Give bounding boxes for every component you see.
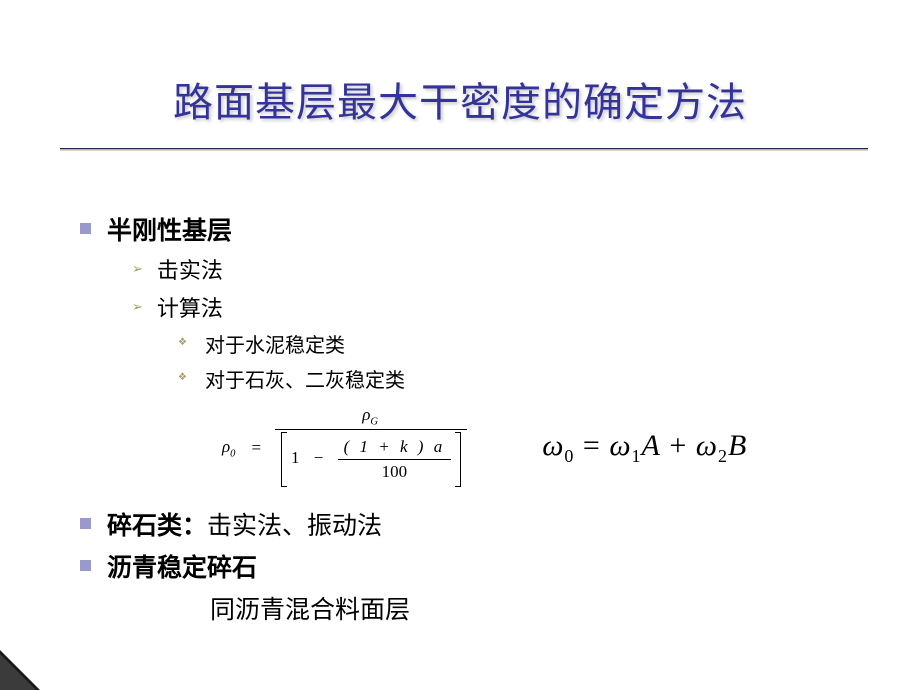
sub2-text: 计算法 bbox=[157, 291, 223, 323]
f2-eq: = bbox=[574, 429, 609, 462]
f1-bracket: 1 − ( 1 + k ) a 100 bbox=[281, 432, 461, 487]
f1-bracket-body: 1 − ( 1 + k ) a 100 bbox=[287, 432, 455, 487]
bracket-right-icon bbox=[455, 432, 461, 487]
f1-num: ρG bbox=[356, 403, 386, 429]
f1-inner-frac: ( 1 + k ) a 100 bbox=[338, 435, 452, 484]
f1-den: 1 − ( 1 + k ) a 100 bbox=[275, 430, 467, 494]
item2-bold: 碎石类： bbox=[107, 513, 207, 540]
f1-rho: ρ bbox=[222, 437, 230, 456]
formula-row: ρ0 = ρG 1 − bbox=[80, 403, 860, 494]
indent-line: 同沥青混合料面层 bbox=[80, 590, 860, 626]
f1-inner-den: 100 bbox=[376, 460, 414, 484]
item2-wrap: 碎石类：击实法、振动法 bbox=[107, 506, 382, 542]
sub-item-1: ➢ 击实法 bbox=[80, 253, 860, 285]
title-underline bbox=[60, 148, 868, 151]
subsub-item-1: ❖ 对于水泥稳定类 bbox=[80, 329, 860, 358]
subsub2-text: 对于石灰、二灰稳定类 bbox=[205, 364, 405, 393]
sub-item-2: ➢ 计算法 bbox=[80, 291, 860, 323]
f2-s1: 1 bbox=[632, 446, 642, 466]
f2-A: A bbox=[642, 429, 661, 462]
f2-s0: 0 bbox=[564, 446, 574, 466]
bullet-item-2: 碎石类：击实法、振动法 bbox=[80, 506, 860, 542]
f1-outer-frac: ρG 1 − ( 1 + k ) a bbox=[275, 403, 467, 494]
bullet-item-1: 半刚性基层 bbox=[80, 211, 860, 247]
formula-2: ω0 = ω1A + ω2B bbox=[542, 429, 747, 467]
f2-w2: ω bbox=[696, 429, 718, 462]
item2-normal: 击实法、振动法 bbox=[207, 513, 382, 540]
arrow-bullet-icon: ➢ bbox=[132, 262, 143, 275]
f2-plus: + bbox=[661, 429, 696, 462]
formula-1: ρ0 = ρG 1 − bbox=[222, 403, 467, 494]
f1-den-1: 1 bbox=[291, 448, 300, 467]
bullet-item-3: 沥青稳定碎石 bbox=[80, 548, 860, 584]
item1-bold: 半刚性基层 bbox=[107, 211, 232, 247]
item3-bold: 沥青稳定碎石 bbox=[107, 548, 257, 584]
square-bullet-icon bbox=[80, 223, 91, 234]
f1-sub0: 0 bbox=[230, 448, 237, 459]
square-bullet-icon bbox=[80, 518, 91, 529]
slide-title: 路面基层最大干密度的确定方法 bbox=[60, 70, 860, 128]
content-body: 半刚性基层 ➢ 击实法 ➢ 计算法 ❖ 对于水泥稳定类 ❖ 对于石灰、二灰稳定类… bbox=[60, 211, 860, 626]
f1-inner-num: ( 1 + k ) a bbox=[338, 435, 452, 459]
f1-den-minus: − bbox=[314, 448, 324, 467]
slide: 路面基层最大干密度的确定方法 半刚性基层 ➢ 击实法 ➢ 计算法 ❖ 对于水泥稳… bbox=[0, 0, 920, 690]
subsub1-text: 对于水泥稳定类 bbox=[205, 329, 345, 358]
f2-w0: ω bbox=[542, 429, 564, 462]
f2-w1: ω bbox=[609, 429, 631, 462]
f2-B: B bbox=[728, 429, 747, 462]
subsub-item-2: ❖ 对于石灰、二灰稳定类 bbox=[80, 364, 860, 393]
f1-num-sub: G bbox=[370, 416, 380, 427]
arrow-bullet-icon: ➢ bbox=[132, 300, 143, 313]
corner-fold-icon bbox=[0, 650, 40, 690]
diamond-bullet-icon: ❖ bbox=[178, 338, 187, 348]
f1-lhs: ρ0 bbox=[222, 437, 237, 459]
f2-s2: 2 bbox=[718, 446, 728, 466]
diamond-bullet-icon: ❖ bbox=[178, 373, 187, 383]
f1-eq: = bbox=[251, 438, 261, 458]
square-bullet-icon bbox=[80, 560, 91, 571]
sub1-text: 击实法 bbox=[157, 253, 223, 285]
